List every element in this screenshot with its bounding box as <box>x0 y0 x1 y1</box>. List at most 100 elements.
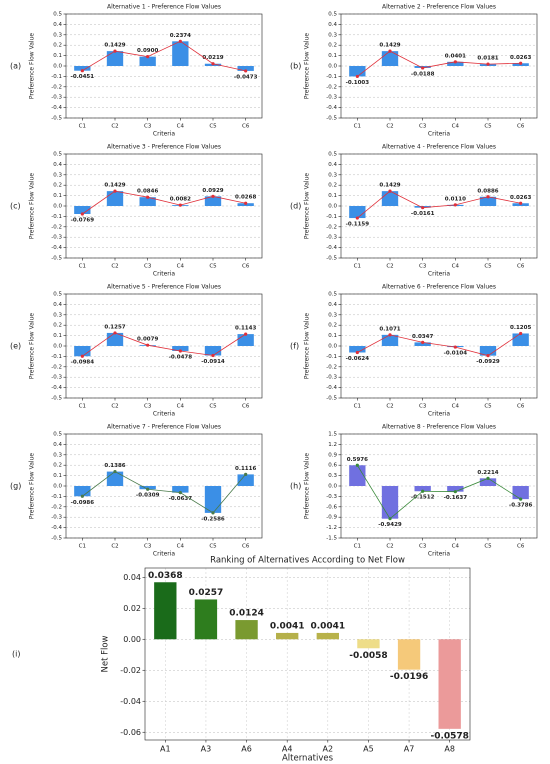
x-axis-label: Criteria <box>153 411 176 418</box>
x-tick-label: C6 <box>242 544 250 550</box>
value-label: 0.1205 <box>510 325 531 331</box>
x-tick-label: C3 <box>144 404 152 410</box>
y-tick-label: 0.4 <box>328 302 337 308</box>
y-tick-label: 1.2 <box>328 442 337 448</box>
y-tick-label: -0.5 <box>326 256 337 262</box>
y-tick-label: -0.4 <box>51 385 62 391</box>
point <box>486 195 490 199</box>
chart-title: Alternative 7 - Preference Flow Values <box>107 424 221 431</box>
y-tick-label: -0.2 <box>326 224 337 230</box>
value-label: 0.1429 <box>379 43 400 49</box>
line <box>82 471 246 514</box>
x-tick-label: C2 <box>386 544 393 550</box>
y-tick-label: 0.1 <box>328 193 337 199</box>
bar <box>194 599 218 640</box>
y-tick-label: 0.0 <box>53 64 62 70</box>
x-tick-label: C4 <box>177 264 185 270</box>
y-tick-label: 0.0 <box>53 204 62 210</box>
y-tick-label: -0.5 <box>51 116 62 122</box>
plot-frame <box>340 293 538 399</box>
x-tick-label: C5 <box>209 264 217 270</box>
bar <box>139 486 156 490</box>
chart-panel: (f) Alternative 6 - Preference Flow Value… <box>290 284 538 418</box>
panel-label: (d) <box>290 202 301 211</box>
plot-frame <box>65 433 263 539</box>
bar <box>512 486 529 500</box>
x-tick-label: C2 <box>386 264 393 270</box>
chart-title: Alternative 3 - Preference Flow Values <box>107 144 221 151</box>
bar <box>276 632 299 640</box>
x-tick-label: C2 <box>111 124 118 130</box>
y-tick-label: -0.06 <box>120 728 141 737</box>
y-tick-label: -0.9 <box>326 515 337 521</box>
point <box>388 189 392 193</box>
value-label: 0.0124 <box>229 609 264 619</box>
y-tick-label: 0.2 <box>328 323 337 329</box>
value-label: -0.0986 <box>71 500 95 506</box>
x-tick-label: C4 <box>452 124 460 130</box>
x-tick-label: A4 <box>282 745 293 754</box>
y-tick-label: 0.1 <box>53 473 62 479</box>
point <box>486 62 490 66</box>
chart-panel: (c) Alternative 3 - Preference Flow Value… <box>10 144 263 278</box>
point <box>211 194 215 198</box>
y-tick-label: -0.3 <box>51 515 62 521</box>
point <box>178 349 182 353</box>
x-tick-label: C4 <box>177 404 185 410</box>
y-tick-label: -0.4 <box>326 105 337 111</box>
x-tick-label: C3 <box>419 404 427 410</box>
point <box>178 39 182 43</box>
y-tick-label: -0.2 <box>51 224 62 230</box>
value-label: 0.0181 <box>477 56 498 62</box>
y-tick-label: -0.02 <box>120 666 141 675</box>
x-tick-label: C1 <box>79 404 86 410</box>
value-label: 0.0368 <box>148 571 183 581</box>
point <box>519 497 523 501</box>
value-label: -0.0578 <box>430 731 468 741</box>
y-axis-label: Preference Flow Value <box>304 313 311 379</box>
chart-panel: (i) Ranking of Alternatives According to … <box>12 556 471 764</box>
x-tick-label: C2 <box>111 544 118 550</box>
point <box>244 472 248 476</box>
y-tick-label: -0.4 <box>51 525 62 531</box>
point <box>244 69 248 73</box>
y-axis-label: Preference Flow Value <box>29 313 36 379</box>
y-axis-label: Preference Flow Value <box>29 453 36 519</box>
point <box>80 494 84 498</box>
point <box>146 55 150 59</box>
y-tick-label: 0.0 <box>328 204 337 210</box>
x-tick-label: C2 <box>111 404 118 410</box>
bar <box>139 197 156 206</box>
point <box>113 189 117 193</box>
bar <box>447 61 464 66</box>
chart-panel: (b) Alternative 2 - Preference Flow Value… <box>290 4 538 138</box>
y-tick-label: -0.5 <box>51 396 62 402</box>
point <box>80 69 84 73</box>
bar <box>106 51 124 66</box>
x-tick-label: C3 <box>419 544 427 550</box>
x-tick-label: C3 <box>144 124 152 130</box>
y-axis-label: Preference Flow Value <box>304 33 311 99</box>
x-tick-label: C2 <box>386 404 393 410</box>
plot-frame <box>340 153 538 259</box>
y-tick-label: 0.1 <box>53 333 62 339</box>
y-tick-label: 0.1 <box>53 193 62 199</box>
value-label: -0.0473 <box>234 74 258 80</box>
value-label: -0.0309 <box>136 493 160 499</box>
bar <box>414 486 431 492</box>
y-tick-label: -0.5 <box>326 396 337 402</box>
point <box>355 350 359 355</box>
value-label: -0.0058 <box>349 651 387 661</box>
x-tick-label: A1 <box>160 745 171 754</box>
y-tick-label: 0.3 <box>328 312 337 318</box>
value-label: -0.2586 <box>201 516 225 522</box>
value-label: 0.0263 <box>510 195 531 201</box>
y-tick-label: 0.0 <box>328 484 337 490</box>
bar <box>479 196 497 206</box>
value-label: -0.0478 <box>169 354 193 360</box>
y-tick-label: -0.3 <box>326 494 337 500</box>
y-tick-label: 0.5 <box>53 152 62 158</box>
chart-panel: (d) Alternative 4 - Preference Flow Value… <box>290 144 538 278</box>
y-tick-label: -0.2 <box>51 84 62 90</box>
x-tick-label: C5 <box>484 544 492 550</box>
